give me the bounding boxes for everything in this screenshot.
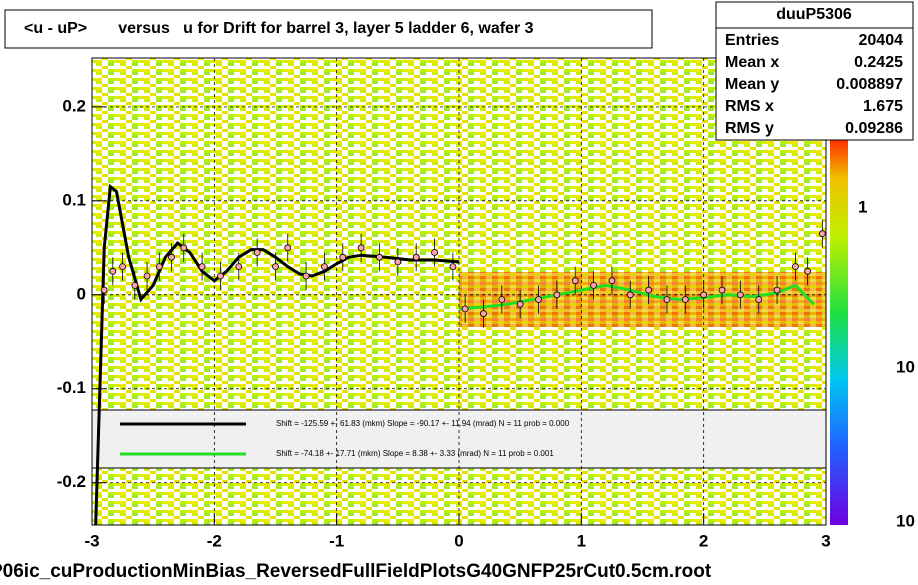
profile-point (773, 286, 781, 294)
profile-point (168, 253, 175, 261)
profile-point (818, 230, 826, 238)
profile-point (235, 263, 243, 270)
y-tick-label: 0.2 (62, 96, 86, 115)
profile-point (461, 305, 469, 313)
profile-point (143, 272, 151, 280)
profile-point (553, 291, 561, 299)
profile-point (498, 296, 506, 303)
x-tick-label: 1 (577, 531, 586, 550)
profile-point (321, 263, 328, 270)
y-tick-label: 0.1 (62, 190, 86, 209)
profile-point (608, 277, 616, 285)
y-tick-label: -0.2 (57, 472, 86, 491)
profile-point (590, 281, 597, 289)
stats-box (715, 1, 914, 141)
plot (91, 58, 827, 526)
profile-point (155, 263, 163, 270)
stats-value: 1.675 (863, 98, 903, 115)
title-box (4, 9, 653, 49)
stats-value: 20404 (859, 32, 904, 49)
profile-point (571, 277, 579, 285)
x-tick-label: 2 (699, 531, 708, 550)
profile-point (284, 244, 292, 252)
footer: P06ic_cuProductionMinBias_ReversedFullFi… (0, 561, 712, 582)
profile-point (272, 263, 279, 270)
z-label: 1 (858, 197, 867, 216)
profile-point (516, 300, 524, 308)
frame (91, 57, 827, 526)
chart-title: <u - uP> versus u for Drift for barrel 3… (24, 20, 534, 37)
profile-point (180, 244, 188, 252)
z-label: 10 (896, 357, 915, 376)
stats-title: duuP5306 (776, 6, 852, 23)
profile-point (119, 263, 126, 270)
profile-point (357, 244, 365, 252)
stats-value: 0.2425 (854, 54, 903, 71)
profile-point (100, 286, 108, 294)
profile-point (535, 296, 542, 303)
x-tick-label: 0 (454, 531, 463, 550)
stats-label: Mean x (725, 54, 779, 71)
profile-point (700, 291, 708, 299)
y-tick-label: -0.1 (57, 378, 86, 397)
stats: Entries 20404 Mean x 0.2425 Mean y 0.008897 RM… (725, 32, 903, 137)
profile-point (792, 263, 799, 270)
profile-point (376, 253, 383, 261)
profile-point (626, 291, 634, 299)
profile-point (253, 249, 261, 256)
y-tick-label: 0 (77, 284, 86, 303)
profile-point (109, 267, 117, 275)
profile-point (449, 263, 457, 270)
stats-value: 0.008897 (836, 76, 903, 93)
stats-label: Mean y (725, 76, 779, 93)
stats-label: RMS y (725, 120, 774, 137)
profile-point (412, 253, 420, 261)
stats-value: 0.09286 (845, 120, 903, 137)
legend-text: Shift = -74.18 +- 17.71 (mkm) Slope = 8.… (276, 449, 554, 458)
color-scale (830, 140, 848, 525)
profile-point (755, 296, 763, 303)
x-tick-label: -3 (84, 531, 99, 550)
profile-point (718, 286, 726, 294)
profile-point (804, 267, 812, 275)
x-tick-label: -2 (207, 531, 222, 550)
profile-point (302, 272, 310, 280)
profile-point (645, 286, 653, 294)
profile-point (198, 263, 206, 270)
stats-label: RMS x (725, 98, 774, 115)
profile-point (217, 272, 224, 280)
density-core (459, 272, 826, 327)
stats-label: Entries (725, 32, 779, 49)
profile-point (663, 296, 671, 303)
profile-point (480, 310, 487, 317)
profile-point (681, 296, 689, 303)
legend-text: Shift = -125.59 +- 61.83 (mkm) Slope = -… (276, 419, 570, 428)
profile-point (339, 253, 347, 261)
x-tick-label: 3 (821, 531, 830, 550)
profile-point (131, 281, 139, 289)
profile-point (431, 249, 438, 256)
x-tick-label: -1 (329, 531, 344, 550)
z-label: 10 (896, 511, 915, 530)
profile-point (394, 258, 402, 266)
profile-point (736, 291, 744, 299)
